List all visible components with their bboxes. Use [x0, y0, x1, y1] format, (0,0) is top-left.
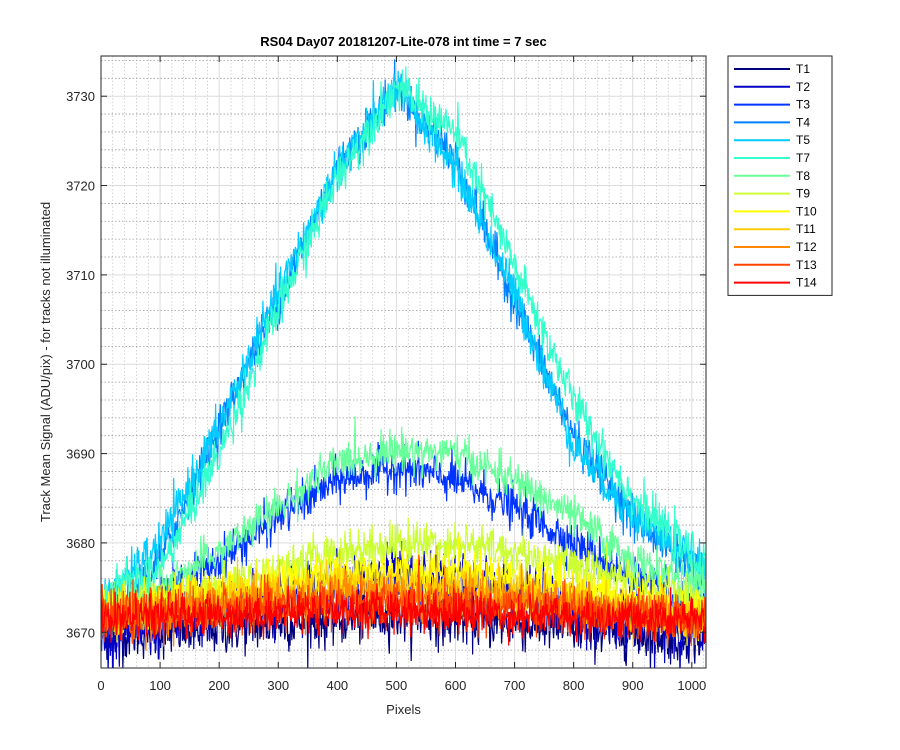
legend-label: T8	[796, 169, 810, 183]
y-tick-label: 3710	[66, 268, 95, 283]
legend-label: T5	[796, 133, 810, 147]
legend-label: T12	[796, 240, 817, 254]
legend-item-t13: T13	[734, 258, 817, 272]
y-tick-label: 3730	[66, 89, 95, 104]
legend-label: T3	[796, 98, 810, 112]
x-tick-label: 1000	[677, 678, 706, 693]
legend-items: T1 T2 T3 T4 T5 T7 T8 T9 T10 T11 T12 T13 T14	[734, 62, 817, 290]
y-tick-label: 3690	[66, 447, 95, 462]
x-tick-label: 700	[504, 678, 526, 693]
legend-item-t7: T7	[734, 151, 810, 165]
legend-label: T1	[796, 62, 810, 76]
x-tick-labels: 0 100 200 300 400 500 600 700 800 900 1000	[97, 678, 706, 693]
series-layer	[101, 59, 706, 668]
legend-item-t11: T11	[734, 222, 816, 236]
legend-label: T7	[796, 151, 810, 165]
legend-label: T11	[796, 222, 816, 236]
legend-label: T10	[796, 204, 817, 218]
x-axis-label: Pixels	[386, 702, 421, 717]
y-tick-label: 3670	[66, 625, 95, 640]
series-line-t14	[101, 583, 706, 646]
y-tick-labels: 3670 3680 3690 3700 3710 3720 3730	[66, 89, 95, 640]
plot-area	[100, 55, 707, 669]
legend-label: T4	[796, 115, 810, 129]
legend-item-t1: T1	[734, 62, 810, 76]
legend-item-t10: T10	[734, 204, 817, 218]
x-tick-label: 100	[149, 678, 171, 693]
series-line-t8	[101, 416, 706, 623]
series-line-t7	[101, 66, 706, 625]
legend-item-t9: T9	[734, 187, 810, 201]
series-line-t11	[101, 544, 706, 646]
x-tick-label: 0	[97, 678, 104, 693]
legend-item-t12: T12	[734, 240, 817, 254]
x-tick-label: 500	[386, 678, 408, 693]
legend-label: T14	[796, 276, 817, 290]
legend-item-t14: T14	[734, 276, 817, 290]
legend: T1 T2 T3 T4 T5 T7 T8 T9 T10 T11 T12 T13 T14	[727, 55, 833, 296]
axis-ticks	[100, 56, 706, 668]
legend-item-t3: T3	[734, 98, 810, 112]
x-tick-label: 800	[563, 678, 585, 693]
x-tick-label: 900	[622, 678, 644, 693]
x-tick-label: 300	[267, 678, 289, 693]
chart-title: RS04 Day07 20181207-Lite-078 int time = …	[260, 34, 547, 49]
legend-item-t2: T2	[734, 80, 810, 94]
x-tick-label: 600	[445, 678, 467, 693]
legend-item-t8: T8	[734, 169, 810, 183]
y-tick-label: 3700	[66, 357, 95, 372]
legend-label: T13	[796, 258, 817, 272]
x-tick-label: 400	[326, 678, 348, 693]
legend-item-t5: T5	[734, 133, 810, 147]
y-axis-label: Track Mean Signal (ADU/pix) - for tracks…	[38, 202, 53, 522]
plot-frame	[100, 55, 707, 669]
y-tick-label: 3680	[66, 536, 95, 551]
y-tick-label: 3720	[66, 179, 95, 194]
legend-item-t4: T4	[734, 115, 810, 129]
x-tick-label: 200	[208, 678, 230, 693]
legend-label: T9	[796, 187, 810, 201]
legend-label: T2	[796, 80, 810, 94]
